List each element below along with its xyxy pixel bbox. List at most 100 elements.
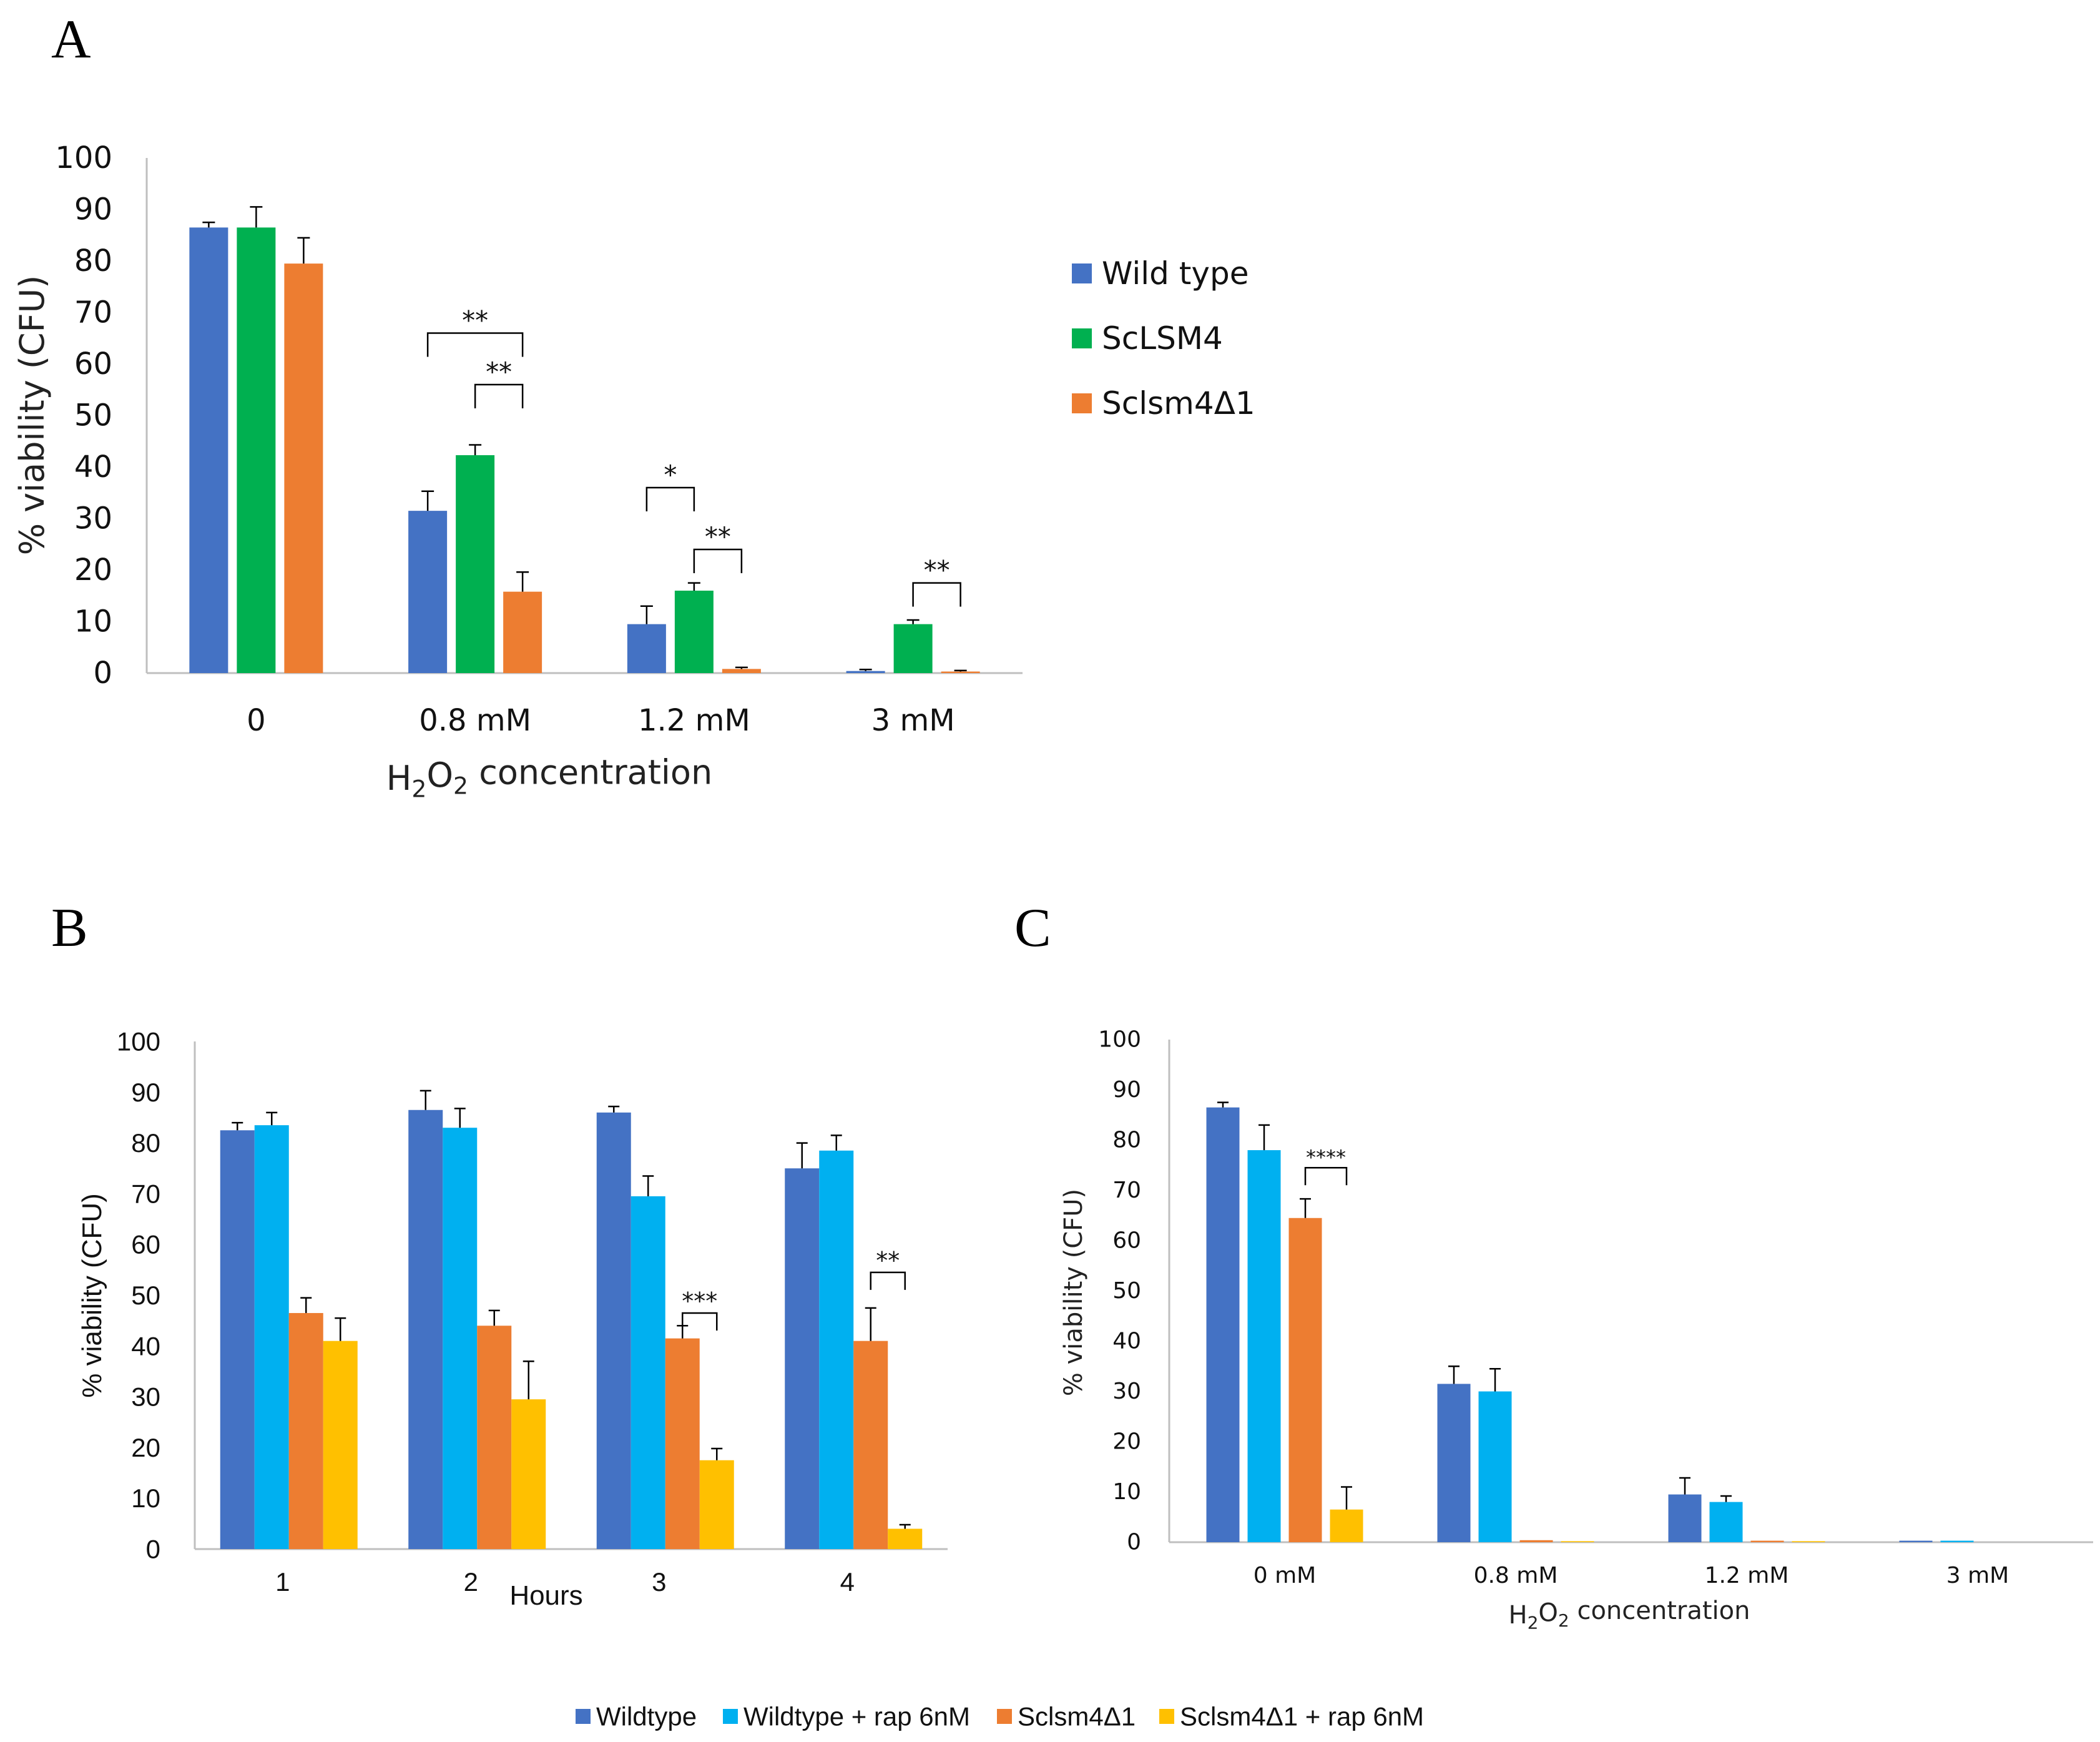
legend-item-sclsm4delta1: Sclsm4Δ1 (1072, 385, 1255, 421)
bar-wild-type-3-mm (846, 671, 885, 673)
error-bar (1448, 1366, 1460, 1384)
y-tick-label: 40 (1112, 1329, 1141, 1354)
y-tick-label: 70 (131, 1179, 160, 1208)
bar-wildtype-rap-6nm-2 (443, 1128, 478, 1549)
x-axis-label: Hours (509, 1580, 582, 1611)
x-tick-label: 1 (275, 1567, 290, 1597)
error-bar (865, 1307, 876, 1341)
y-tick-label: 20 (1112, 1429, 1141, 1455)
error-bar (523, 1360, 534, 1400)
bar-sclsm4delta1-1-2-mm (722, 669, 761, 673)
bar-wild-type-0-8-mm (408, 511, 448, 673)
significance-bracket: * (645, 460, 695, 511)
bar-wildtype-rap-6nm-3-mm (1940, 1540, 1974, 1542)
panel-label-a: A (51, 9, 91, 70)
bar-wildtype-rap-6nm-0-mm (1247, 1150, 1281, 1542)
legend-label: Wild type (1102, 255, 1249, 292)
bar-wild-type-1-2-mm (627, 624, 666, 673)
bar-sclsm4delta1-rap-6nm-0-8-mm (1561, 1541, 1594, 1542)
bar-wildtype-rap-6nm-0-8-mm (1478, 1391, 1512, 1542)
significance-label: ** (705, 521, 731, 552)
bar-sclsm4delta1-0 (284, 263, 323, 673)
legend-a: Wild type ScLSM4 Sclsm4Δ1 (1072, 255, 1255, 421)
x-tick-label: 3 mM (871, 703, 955, 738)
y-tick-label: 70 (74, 295, 112, 330)
y-tick-label: 50 (74, 398, 112, 433)
error-bar (232, 1121, 243, 1131)
y-tick-label: 0 (93, 656, 112, 691)
bar-sclsm4delta1-rap-6nm-3 (699, 1460, 734, 1549)
significance-label: * (664, 460, 677, 490)
error-bar (250, 206, 263, 228)
error-bar (1300, 1198, 1311, 1218)
legend-label: Sclsm4Δ1 + rap 6nM (1180, 1702, 1424, 1731)
chart-c: 0 10 20 30 40 50 60 70 80 90 100 0 mM 0.8 mM 1.2 mM 3 … (1059, 1027, 2093, 1633)
bar-wildtype-rap-6nm-1-2-mm (1709, 1502, 1743, 1542)
bar-wildtype-1 (220, 1130, 255, 1549)
error-bar (906, 619, 920, 624)
bar-sclsm4delta1-rap-6nm-0-mm (1330, 1509, 1363, 1542)
error-bar (642, 1175, 654, 1196)
bar-wildtype-1-2-mm (1668, 1494, 1702, 1542)
y-tick-label: 10 (74, 604, 112, 639)
y-tick-label: 90 (1112, 1077, 1141, 1103)
chart-b: 0 10 20 30 40 50 60 70 80 90 100 1 2 3 4 % viability (C… (77, 1027, 948, 1611)
error-bar (469, 444, 482, 456)
bar-sclsm4-0-8-mm (456, 455, 495, 673)
error-bar (1259, 1124, 1270, 1151)
significance-bracket: *** (682, 1287, 718, 1331)
error-bar (266, 1111, 278, 1126)
error-bar (1217, 1101, 1229, 1108)
y-tick-label: 50 (1112, 1278, 1141, 1304)
bar-sclsm4delta1-1-2-mm (1750, 1540, 1784, 1542)
y-tick-label: 10 (1112, 1479, 1141, 1505)
error-bar (488, 1309, 500, 1326)
error-bar (830, 1134, 842, 1151)
y-tick-label: 80 (1112, 1128, 1141, 1153)
y-tick-label: 50 (131, 1281, 160, 1310)
bar-sclsm4-3-mm (893, 624, 933, 673)
bar-wildtype-rap-6nm-4 (819, 1150, 854, 1549)
bar-wildtype-2 (408, 1110, 443, 1549)
x-tick-label: 0 mM (1254, 1563, 1316, 1588)
y-tick-label: 30 (131, 1382, 160, 1412)
bar-sclsm4delta1-rap-6nm-1 (323, 1341, 358, 1549)
x-tick-label: 1.2 mM (1705, 1563, 1789, 1588)
significance-label: **** (1306, 1145, 1346, 1169)
legend-label: Wildtype (596, 1702, 697, 1731)
x-tick-label: 3 mM (1946, 1563, 2009, 1588)
significance-label: ** (486, 357, 512, 387)
legend-swatch (576, 1709, 591, 1724)
legend-bottom: Wildtype Wildtype + rap 6nM Sclsm4Δ1 Sclsm4… (576, 1702, 1424, 1731)
panel-label-b: B (51, 898, 88, 958)
legend-swatch (997, 1709, 1012, 1724)
y-axis-label: % viability (CFU) (12, 275, 52, 556)
y-tick-label: 0 (146, 1535, 160, 1564)
x-tick-label: 2 (464, 1567, 478, 1597)
legend-item-wildtype: Wildtype (576, 1702, 697, 1731)
significance-label: ** (462, 305, 488, 336)
x-axis-label: H2O2 concentration (1509, 1597, 1750, 1633)
bar-sclsm4delta1-0-mm (1288, 1218, 1322, 1542)
bar-sclsm4delta1-0-8-mm (1519, 1540, 1553, 1542)
x-tick-label: 4 (840, 1567, 855, 1597)
y-tick-label: 30 (1112, 1379, 1141, 1404)
legend-swatch (723, 1709, 738, 1724)
significance-label: *** (682, 1287, 717, 1315)
y-tick-label: 40 (131, 1331, 160, 1361)
legend-item-sclsm4delta1: Sclsm4Δ1 (997, 1702, 1136, 1731)
error-bar (899, 1523, 911, 1529)
error-bar (516, 571, 529, 592)
bar-wildtype-3 (596, 1112, 631, 1549)
x-axis-label: H2O2 concentration (386, 752, 712, 802)
error-bar (1720, 1495, 1732, 1502)
bar-wildtype-3-mm (1899, 1540, 1933, 1542)
y-tick-label: 80 (74, 244, 112, 278)
error-bar (859, 668, 872, 671)
legend-item-wildtype-rap-6nm: Wildtype + rap 6nM (723, 1702, 970, 1731)
y-tick-label: 100 (1098, 1027, 1141, 1053)
y-tick-label: 0 (1127, 1530, 1141, 1555)
y-tick-label: 40 (74, 450, 112, 485)
bar-sclsm4-1-2-mm (674, 591, 714, 673)
significance-label: ** (924, 555, 950, 586)
